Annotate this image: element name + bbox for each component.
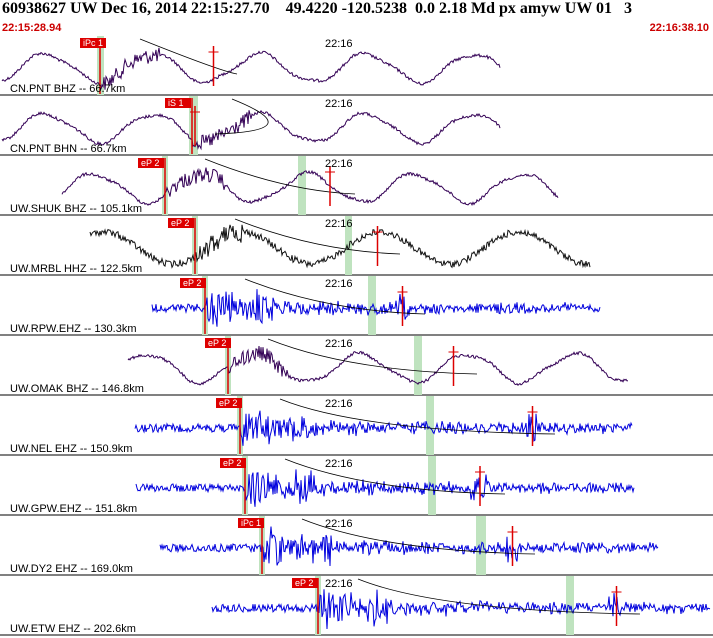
station-label: CN.PNT BHN -- 66.7km xyxy=(10,143,127,155)
trace-panel: eP 2 22:16 UW.ETW EHZ -- 202.6km xyxy=(0,576,713,636)
waveform-trace xyxy=(211,589,711,630)
pick-label: eP 2 xyxy=(223,458,241,468)
waveform-trace xyxy=(135,469,635,507)
trace-panel: eP 2 22:16 UW.RPW.EHZ -- 130.3km xyxy=(0,276,713,336)
waveform-trace xyxy=(151,289,601,327)
trace-panel: iPc 1 22:16 CN.PNT BHZ -- 66.7km xyxy=(0,36,713,96)
minute-tick-label: 22:16 xyxy=(325,398,353,410)
travel-time-curve xyxy=(279,398,556,435)
minute-tick-label: 22:16 xyxy=(325,278,353,290)
waveform-trace xyxy=(89,224,591,269)
pick-label-box[interactable] xyxy=(80,38,106,48)
travel-time-curve xyxy=(284,458,506,495)
trace-panel: iPc 1 22:16 UW.DY2 EHZ -- 169.0km xyxy=(0,516,713,576)
pick-label: iS 1 xyxy=(168,98,184,108)
travel-time-curve xyxy=(357,578,641,615)
travel-time-curve xyxy=(139,38,238,75)
minute-tick-label: 22:16 xyxy=(325,218,353,230)
trace-panel: iS 1 22:16 CN.PNT BHN -- 66.7km xyxy=(0,96,713,156)
pick-label-box[interactable] xyxy=(180,278,206,288)
pick-label: iPc 1 xyxy=(83,38,103,48)
trace-panel: eP 2 22:16 UW.SHUK BHZ -- 105.1km xyxy=(0,156,713,216)
waveform-trace xyxy=(134,410,633,446)
waveform-trace xyxy=(61,167,559,206)
s-window-band xyxy=(426,396,434,455)
pick-label-box[interactable] xyxy=(238,518,264,528)
pick-label-box[interactable] xyxy=(205,338,231,348)
minute-tick-label: 22:16 xyxy=(325,458,353,470)
station-label: UW.DY2 EHZ -- 169.0km xyxy=(10,563,133,575)
waveform-trace xyxy=(159,526,659,567)
station-label: UW.ETW EHZ -- 202.6km xyxy=(10,623,136,635)
s-window-band xyxy=(368,276,376,335)
pick-label-box[interactable] xyxy=(216,398,242,408)
trace-panel: eP 2 22:16 UW.MRBL HHZ -- 122.5km xyxy=(0,216,713,276)
pick-label: eP 2 xyxy=(141,158,159,168)
s-window-band xyxy=(345,216,352,275)
minute-tick-label: 22:16 xyxy=(325,578,353,590)
trace-panel: eP 2 22:16 UW.GPW.EHZ -- 151.8km xyxy=(0,456,713,516)
minute-tick-label: 22:16 xyxy=(325,38,353,50)
travel-time-curve xyxy=(234,218,401,255)
s-window-band xyxy=(414,336,422,395)
window-start-time: 22:15:28.94 xyxy=(2,22,62,34)
station-label: UW.OMAK BHZ -- 146.8km xyxy=(10,383,144,395)
travel-time-curve xyxy=(267,338,478,375)
s-window-band xyxy=(298,156,306,215)
s-window-band xyxy=(566,576,574,635)
station-label: CN.PNT BHZ -- 66.7km xyxy=(10,83,125,95)
travel-time-curve xyxy=(244,278,426,315)
pick-label-box[interactable] xyxy=(292,578,318,588)
minute-tick-label: 22:16 xyxy=(325,158,353,170)
pick-label: eP 2 xyxy=(208,338,226,348)
pick-label-box[interactable] xyxy=(220,458,246,468)
trace-panel: eP 2 22:16 UW.OMAK BHZ -- 146.8km xyxy=(0,336,713,396)
pick-label: eP 2 xyxy=(183,278,201,288)
minute-tick-label: 22:16 xyxy=(325,338,353,350)
travel-time-curve xyxy=(301,518,536,555)
seismogram-panels: iPc 1 22:16 CN.PNT BHZ -- 66.7km iS 1 22:16 C… xyxy=(0,36,713,636)
trace-panel: eP 2 22:16 UW.NEL EHZ -- 150.9km xyxy=(0,396,713,456)
minute-tick-label: 22:16 xyxy=(325,98,353,110)
window-end-time: 22:16:38.10 xyxy=(649,22,709,34)
station-label: UW.SHUK BHZ -- 105.1km xyxy=(10,203,142,215)
event-title: 60938627 UW Dec 16, 2014 22:15:27.70 49.… xyxy=(2,0,633,17)
event-header: 60938627 UW Dec 16, 2014 22:15:27.70 49.… xyxy=(0,0,713,36)
pick-label: eP 2 xyxy=(171,218,189,228)
station-label: UW.RPW.EHZ -- 130.3km xyxy=(10,323,137,335)
travel-time-curve xyxy=(204,158,356,195)
travel-time-curve xyxy=(214,98,269,135)
pick-label: eP 2 xyxy=(295,578,313,588)
waveform-trace xyxy=(127,346,629,386)
waveform-trace xyxy=(1,109,501,151)
minute-tick-label: 22:16 xyxy=(325,518,353,530)
station-label: UW.MRBL HHZ -- 122.5km xyxy=(10,263,142,275)
pick-label: eP 2 xyxy=(219,398,237,408)
waveform-trace xyxy=(1,47,501,90)
pick-label-box[interactable] xyxy=(138,158,164,168)
pick-label-box[interactable] xyxy=(165,98,191,108)
station-label: UW.GPW.EHZ -- 151.8km xyxy=(10,503,137,515)
pick-label-box[interactable] xyxy=(168,218,194,228)
station-label: UW.NEL EHZ -- 150.9km xyxy=(10,443,132,455)
pick-label: iPc 1 xyxy=(241,518,261,528)
